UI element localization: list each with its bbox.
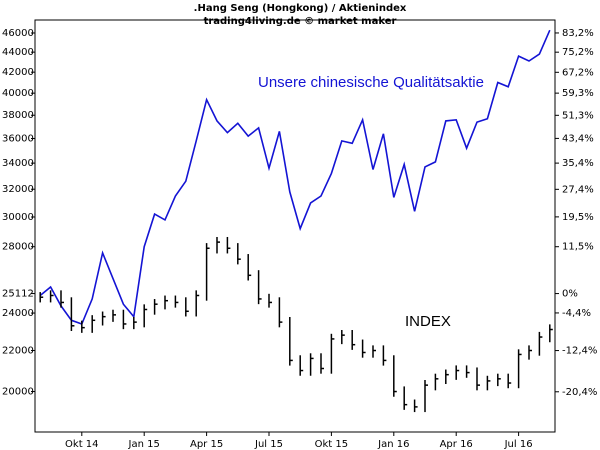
index-bar <box>91 315 96 333</box>
index-bar <box>237 243 241 265</box>
x-tick-label: Jan 16 <box>377 439 409 450</box>
x-tick-label: Jul 16 <box>504 439 533 450</box>
y2-tick-label: -4,4% <box>562 308 591 319</box>
index-bar <box>309 353 314 376</box>
index-bar <box>549 324 553 343</box>
y2-tick-label: 67,2% <box>562 67 594 78</box>
y-tick-label: 34000 <box>2 158 34 169</box>
series-label: INDEX <box>405 313 451 330</box>
y2-tick-label: 51,3% <box>562 110 594 121</box>
index-bar <box>112 309 116 322</box>
index-bar <box>39 292 44 303</box>
index-bar <box>81 320 85 333</box>
series-label: Unsere chinesische Qualitätsaktie <box>258 74 484 91</box>
y-tick-label: 28000 <box>2 242 34 253</box>
index-bar <box>195 290 200 317</box>
index-bar <box>101 311 106 326</box>
y-tick-label: 38000 <box>2 110 34 121</box>
y2-tick-label: 43,4% <box>562 133 594 144</box>
index-bar <box>434 373 439 391</box>
index-bar <box>361 339 366 358</box>
index-bar <box>185 297 189 317</box>
plot-frame <box>34 19 556 433</box>
y-tick-label: 40000 <box>2 88 34 99</box>
index-bar <box>289 316 293 366</box>
index-bar <box>465 365 470 378</box>
y2-tick-label: 0% <box>562 289 578 300</box>
index-bar <box>70 297 75 332</box>
y2-tick-label: 27,4% <box>562 184 594 195</box>
y-tick-label: 44000 <box>2 47 34 58</box>
y-tick-label: 24000 <box>2 308 34 319</box>
y2-tick-label: 75,2% <box>562 47 594 58</box>
index-bar <box>486 375 491 391</box>
index-bar <box>372 345 376 358</box>
y2-tick-label: 59,3% <box>562 88 594 99</box>
index-bar <box>278 297 283 328</box>
y-tick-label: 46000 <box>2 28 34 39</box>
index-bar <box>351 330 356 350</box>
x-tick-label: Jul 15 <box>254 439 283 450</box>
index-bar <box>226 236 231 254</box>
y2-tick-label: 35,4% <box>562 158 594 169</box>
index-bar <box>122 309 127 330</box>
index-bar <box>143 304 148 328</box>
index-bar <box>216 236 220 254</box>
index-bar <box>153 299 158 315</box>
x-tick-label: Okt 14 <box>65 439 99 450</box>
y2-tick-label: 83,2% <box>562 28 594 39</box>
index-bar <box>268 293 272 308</box>
y2-tick-label: -12,4% <box>562 346 597 357</box>
index-bar <box>320 353 324 374</box>
index-bar <box>164 295 168 310</box>
index-bar <box>538 331 543 356</box>
y2-tick-label: -20,4% <box>562 387 597 398</box>
y-tick-label: 42000 <box>2 67 34 78</box>
y-tick-label: 30000 <box>2 212 34 223</box>
x-tick-label: Okt 15 <box>315 439 349 450</box>
index-bar <box>60 290 64 308</box>
y-tick-label: 25112 <box>2 289 34 300</box>
index-bar <box>330 333 335 374</box>
index-bar <box>205 243 210 301</box>
y-tick-label: 20000 <box>2 387 34 398</box>
index-bar <box>174 295 179 308</box>
chart-title: .Hang Seng (Hongkong) / Aktienindex <box>194 3 407 14</box>
x-tick-label: Apr 16 <box>440 439 473 450</box>
y-tick-label: 36000 <box>2 134 34 145</box>
chart-subtitle: trading4living.de © market maker <box>204 16 397 27</box>
index-bar <box>49 290 54 303</box>
index-bar <box>393 355 397 397</box>
index-bar <box>257 270 262 305</box>
index-bar <box>497 373 501 387</box>
index-bar <box>247 254 252 281</box>
x-tick-label: Apr 15 <box>190 439 223 450</box>
index-bar <box>445 369 449 385</box>
index-bar <box>341 330 345 345</box>
index-bar <box>507 373 512 389</box>
y2-tick-label: 11,5% <box>562 242 594 253</box>
index-bar <box>424 380 428 413</box>
index-bar <box>382 345 387 366</box>
index-bar <box>299 355 304 376</box>
y-tick-label: 32000 <box>2 184 34 195</box>
index-bar <box>133 316 137 330</box>
index-bar <box>403 386 408 410</box>
x-tick-label: Jan 15 <box>128 439 160 450</box>
series-line <box>39 29 551 326</box>
index-bar <box>476 367 480 391</box>
index-bar <box>528 345 532 360</box>
index-bar <box>413 399 418 413</box>
index-bar <box>455 365 460 380</box>
y2-tick-label: 19,5% <box>562 212 594 223</box>
index-bar <box>517 349 522 389</box>
y-tick-label: 22000 <box>2 346 34 357</box>
